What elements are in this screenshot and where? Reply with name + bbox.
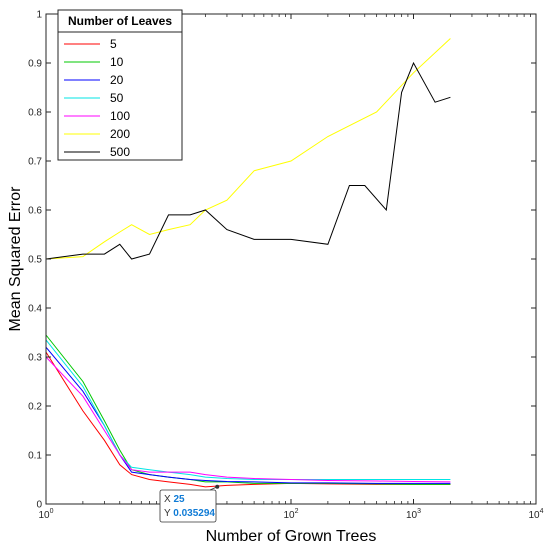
datatip-x: X 25 — [164, 494, 185, 505]
y-tick-label-1: 0.1 — [28, 451, 42, 462]
legend-label-10: 10 — [110, 55, 124, 69]
y-axis: 0 0.1 0.2 0.3 0.4 0.5 0.6 0.7 0.8 0.9 1 — [28, 10, 536, 511]
legend-label-20: 20 — [110, 73, 124, 87]
datatip-y: Y 0.035294 — [164, 508, 215, 519]
series-layer — [46, 38, 451, 488]
legend-label-500: 500 — [110, 145, 130, 159]
y-tick-label-4: 0.4 — [28, 304, 42, 315]
y-tick-label-8: 0.8 — [28, 108, 42, 119]
y-tick-label-0: 0 — [36, 500, 42, 511]
x-axis-label: Number of Grown Trees — [206, 528, 377, 545]
legend-label-100: 100 — [110, 109, 130, 123]
datatip[interactable]: X 25 Y 0.035294 — [159, 484, 220, 523]
datatip-marker — [215, 484, 220, 489]
series-line-200 — [46, 38, 451, 260]
legend-label-200: 200 — [110, 127, 130, 141]
y-tick-label-2: 0.2 — [28, 402, 42, 413]
legend-label-50: 50 — [110, 91, 124, 105]
series-line-100 — [46, 356, 451, 483]
y-axis-label: Mean Squared Error — [7, 186, 24, 332]
y-tick-label-10: 1 — [36, 10, 42, 21]
legend-title: Number of Leaves — [68, 14, 172, 28]
y-tick-label-6: 0.6 — [28, 206, 42, 217]
x-tick-label-2: 102 — [283, 508, 298, 521]
legend-label-5: 5 — [110, 37, 117, 51]
y-tick-label-3: 0.3 — [28, 353, 42, 364]
x-tick-label-3: 103 — [406, 508, 421, 521]
legend[interactable]: Number of Leaves 5 10 20 50 100 200 500 — [57, 9, 183, 161]
series-line-50 — [46, 339, 451, 480]
y-tick-label-7: 0.7 — [28, 157, 42, 168]
legend-box — [57, 9, 183, 161]
y-tick-label-9: 0.9 — [28, 59, 42, 70]
x-tick-label-4: 104 — [528, 508, 543, 521]
series-line-500 — [46, 61, 451, 260]
datatip-box — [159, 489, 217, 523]
x-tick-label-0: 100 — [38, 508, 53, 521]
y-tick-label-5: 0.5 — [28, 255, 42, 266]
